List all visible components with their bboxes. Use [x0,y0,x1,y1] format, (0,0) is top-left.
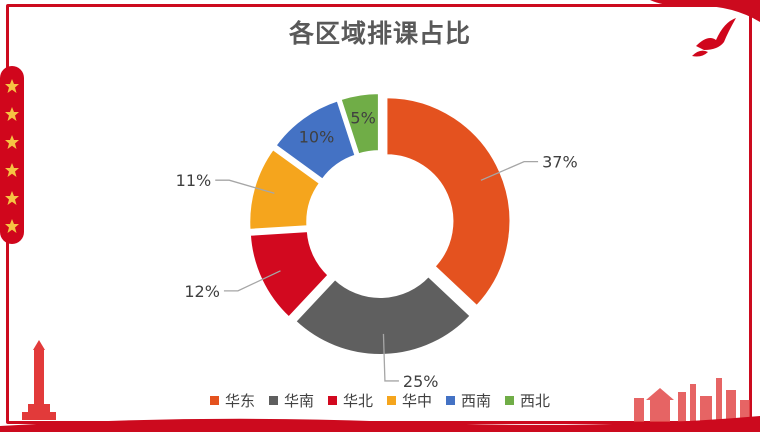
legend-swatch [387,396,396,405]
legend-item: 华北 [327,390,373,411]
legend-swatch [505,396,515,405]
donut-slice-4 [274,99,357,181]
legend-label: 华南 [283,392,314,410]
legend-item: 华中 [387,390,432,411]
legend-label: 西北 [520,392,551,410]
data-label-4: 10% [299,128,335,147]
data-label-5: 5% [350,108,375,127]
legend-item: 华东 [209,390,255,411]
star-icon [5,191,19,205]
legend-item: 西南 [446,390,491,411]
donut-slice-0 [385,96,512,308]
dove-icon [692,18,736,57]
data-label-3: 11% [176,171,212,190]
donut-slice-2 [248,230,330,319]
star-icon [5,163,19,177]
star-strip-decoration [0,66,24,244]
legend-item: 华南 [268,390,314,411]
star-icon [5,135,19,149]
star-icon [5,79,19,93]
chart-title: 各区域排课占比 [288,19,471,48]
legend-label: 华中 [402,392,433,410]
leader-line-2 [223,270,281,292]
data-label-2: 12% [184,282,220,301]
legend-label: 华东 [224,392,255,410]
chart-legend: 华东 华南 华北 华中 西南 西北 [0,390,760,411]
donut-slice-1 [293,274,473,356]
donut-slice-3 [248,147,322,231]
leader-line-0 [480,160,539,181]
bottom-wave-decoration [0,416,760,432]
data-label-0: 37% [542,153,578,172]
city-skyline-icon [634,378,750,422]
monument-icon [22,340,56,420]
corner-ribbon-decoration [650,0,760,22]
donut-slice-5 [339,92,380,156]
legend-label: 华北 [342,392,373,410]
legend-swatch [209,396,219,405]
data-label-1: 25% [403,372,439,391]
leader-line-1 [382,333,399,382]
legend-item: 西北 [505,390,550,411]
legend-swatch [327,396,337,405]
legend-swatch [446,396,456,405]
star-icon [5,107,19,121]
star-icon [5,219,19,233]
legend-swatch [268,396,278,405]
leader-line-3 [215,179,275,194]
legend-label: 西南 [461,392,492,410]
